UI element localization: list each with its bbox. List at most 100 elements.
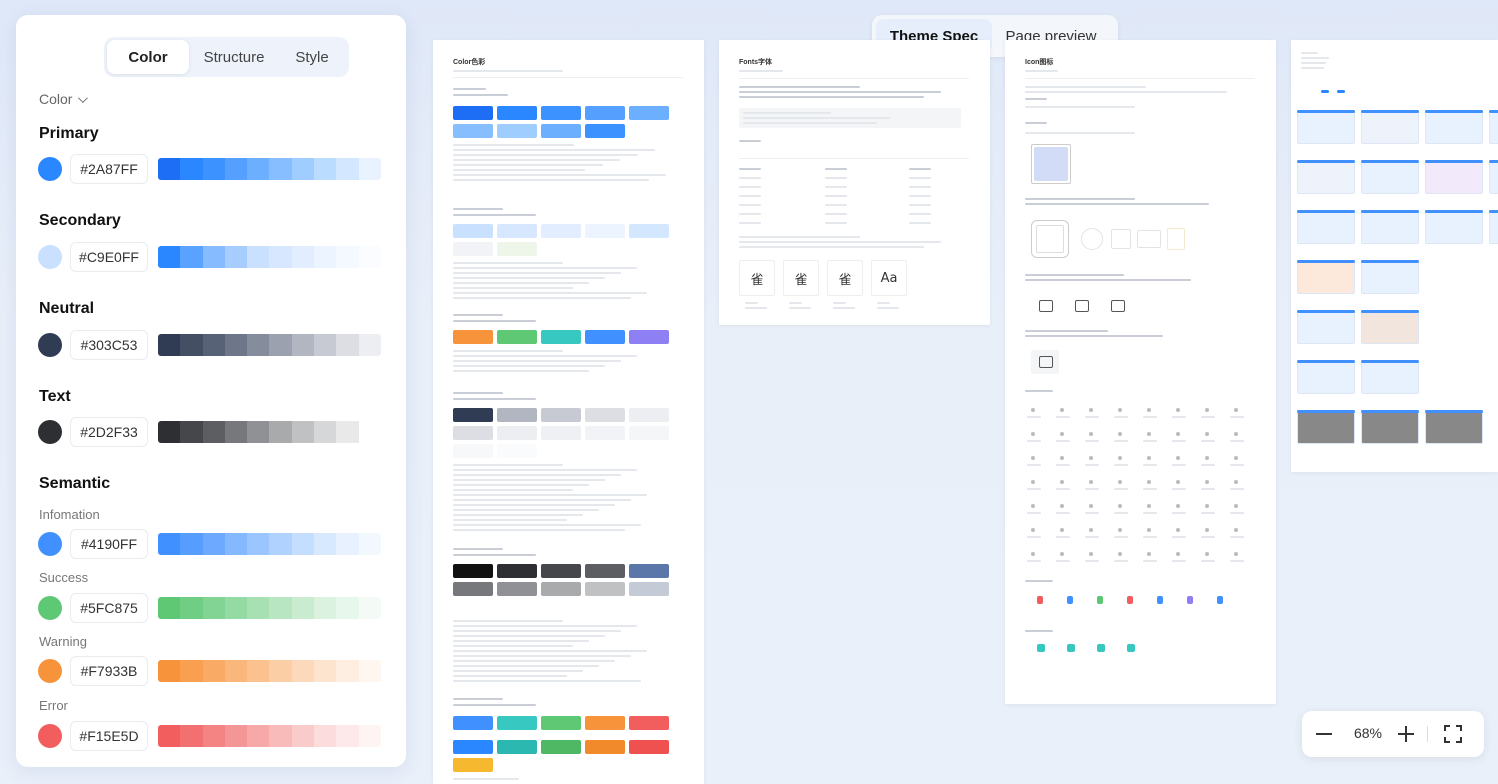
- ramp-step[interactable]: [358, 334, 381, 356]
- ramp-step[interactable]: [314, 725, 337, 747]
- ramp-step[interactable]: [180, 533, 203, 555]
- ramp-step[interactable]: [180, 246, 203, 268]
- ramp-step[interactable]: [291, 246, 315, 268]
- ramp-step[interactable]: [224, 158, 248, 180]
- ramp-step[interactable]: [358, 158, 381, 180]
- ramp-step[interactable]: [247, 246, 270, 268]
- color-swatch-neutral[interactable]: [38, 333, 62, 357]
- ramp-step[interactable]: [202, 421, 225, 443]
- ramp-step[interactable]: [314, 660, 337, 682]
- hex-value-primary[interactable]: #2A87FF: [70, 154, 148, 184]
- hex-value-secondary[interactable]: #C9E0FF: [70, 242, 148, 272]
- spec-page-icon[interactable]: Icon图标: [1005, 40, 1276, 704]
- ramp-step[interactable]: [336, 597, 359, 619]
- ramp-step[interactable]: [180, 597, 203, 619]
- ramp-step[interactable]: [224, 725, 248, 747]
- ramp-step[interactable]: [224, 246, 248, 268]
- ramp-step[interactable]: [180, 158, 203, 180]
- ramp-step[interactable]: [291, 334, 315, 356]
- zoom-in-icon[interactable]: [1398, 726, 1414, 742]
- color-swatch-error[interactable]: [38, 724, 62, 748]
- ramp-step[interactable]: [314, 158, 337, 180]
- ramp-step[interactable]: [202, 533, 225, 555]
- ramp-step[interactable]: [291, 660, 315, 682]
- color-ramp-success[interactable]: [158, 597, 381, 619]
- ramp-step[interactable]: [158, 725, 181, 747]
- ramp-step[interactable]: [336, 660, 359, 682]
- ramp-step[interactable]: [158, 533, 181, 555]
- hex-value-error[interactable]: #F15E5D: [70, 721, 148, 751]
- ramp-step[interactable]: [224, 334, 248, 356]
- ramp-step[interactable]: [336, 246, 359, 268]
- color-swatch-primary[interactable]: [38, 157, 62, 181]
- ramp-step[interactable]: [180, 421, 203, 443]
- ramp-step[interactable]: [202, 246, 225, 268]
- spec-page-fonts[interactable]: Fonts字体 雀雀雀 Aa: [719, 40, 990, 325]
- ramp-step[interactable]: [158, 334, 181, 356]
- ramp-step[interactable]: [158, 158, 181, 180]
- ramp-step[interactable]: [314, 246, 337, 268]
- ramp-step[interactable]: [158, 597, 181, 619]
- ramp-step[interactable]: [336, 158, 359, 180]
- ramp-step[interactable]: [202, 660, 225, 682]
- color-ramp-text[interactable]: [158, 421, 381, 443]
- ramp-step[interactable]: [247, 158, 270, 180]
- ramp-step[interactable]: [247, 421, 270, 443]
- color-filter-dropdown[interactable]: Color: [39, 91, 89, 107]
- ramp-step[interactable]: [336, 533, 359, 555]
- ramp-step[interactable]: [358, 597, 381, 619]
- ramp-step[interactable]: [336, 334, 359, 356]
- ramp-step[interactable]: [158, 660, 181, 682]
- hex-value-neutral[interactable]: #303C53: [70, 330, 148, 360]
- ramp-step[interactable]: [358, 421, 381, 443]
- ramp-step[interactable]: [247, 597, 270, 619]
- ramp-step[interactable]: [202, 334, 225, 356]
- color-swatch-information[interactable]: [38, 532, 62, 556]
- ramp-step[interactable]: [336, 421, 359, 443]
- ramp-step[interactable]: [314, 334, 337, 356]
- hex-value-information[interactable]: #4190FF: [70, 529, 148, 559]
- ramp-step[interactable]: [158, 421, 181, 443]
- ramp-step[interactable]: [269, 421, 292, 443]
- ramp-step[interactable]: [269, 660, 292, 682]
- tab-style[interactable]: Style: [295, 48, 329, 66]
- ramp-step[interactable]: [202, 158, 225, 180]
- ramp-step[interactable]: [291, 158, 315, 180]
- ramp-step[interactable]: [224, 660, 248, 682]
- tab-color[interactable]: Color: [107, 40, 189, 74]
- ramp-step[interactable]: [269, 725, 292, 747]
- ramp-step[interactable]: [202, 725, 225, 747]
- ramp-step[interactable]: [269, 246, 292, 268]
- ramp-step[interactable]: [202, 597, 225, 619]
- ramp-step[interactable]: [336, 725, 359, 747]
- ramp-step[interactable]: [247, 533, 270, 555]
- ramp-step[interactable]: [358, 725, 381, 747]
- ramp-step[interactable]: [269, 597, 292, 619]
- color-swatch-secondary[interactable]: [38, 245, 62, 269]
- color-ramp-information[interactable]: [158, 533, 381, 555]
- color-ramp-neutral[interactable]: [158, 334, 381, 356]
- ramp-step[interactable]: [314, 421, 337, 443]
- color-ramp-secondary[interactable]: [158, 246, 381, 268]
- ramp-step[interactable]: [224, 533, 248, 555]
- color-swatch-text[interactable]: [38, 420, 62, 444]
- ramp-step[interactable]: [269, 533, 292, 555]
- ramp-step[interactable]: [269, 334, 292, 356]
- color-ramp-primary[interactable]: [158, 158, 381, 180]
- hex-value-warning[interactable]: #F7933B: [70, 656, 148, 686]
- ramp-step[interactable]: [358, 660, 381, 682]
- ramp-step[interactable]: [291, 597, 315, 619]
- ramp-step[interactable]: [180, 725, 203, 747]
- ramp-step[interactable]: [291, 421, 315, 443]
- color-swatch-success[interactable]: [38, 596, 62, 620]
- tab-structure[interactable]: Structure: [203, 48, 265, 66]
- spec-page-color[interactable]: Color色彩: [433, 40, 704, 784]
- ramp-step[interactable]: [247, 660, 270, 682]
- ramp-step[interactable]: [224, 597, 248, 619]
- ramp-step[interactable]: [224, 421, 248, 443]
- color-ramp-error[interactable]: [158, 725, 381, 747]
- color-swatch-warning[interactable]: [38, 659, 62, 683]
- ramp-step[interactable]: [180, 660, 203, 682]
- color-ramp-warning[interactable]: [158, 660, 381, 682]
- ramp-step[interactable]: [247, 725, 270, 747]
